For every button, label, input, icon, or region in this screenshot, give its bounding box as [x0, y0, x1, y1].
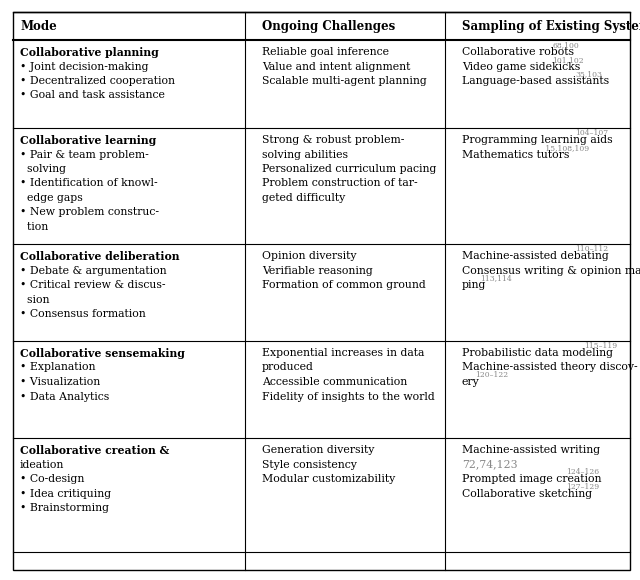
Text: 110–112: 110–112 [575, 245, 608, 253]
Text: Machine-assisted debating: Machine-assisted debating [462, 251, 609, 261]
Text: Scalable multi-agent planning: Scalable multi-agent planning [262, 76, 427, 86]
Text: 35,103: 35,103 [575, 71, 602, 78]
Text: Machine-assisted theory discov-: Machine-assisted theory discov- [462, 362, 637, 372]
Text: 113,114: 113,114 [480, 274, 512, 282]
Text: Mathematics tutors: Mathematics tutors [462, 150, 570, 160]
Text: Problem construction of tar-: Problem construction of tar- [262, 179, 418, 188]
Text: Formation of common ground: Formation of common ground [262, 280, 426, 290]
Text: • Data Analytics: • Data Analytics [20, 392, 109, 401]
Text: solving: solving [20, 164, 66, 174]
Text: 124–126: 124–126 [566, 469, 599, 477]
Text: Collaborative sketching: Collaborative sketching [462, 488, 592, 498]
Text: Reliable goal inference: Reliable goal inference [262, 47, 389, 57]
Text: ping: ping [462, 280, 486, 290]
Text: Strong & robust problem-: Strong & robust problem- [262, 135, 404, 145]
Text: • Brainstorming: • Brainstorming [20, 503, 109, 513]
Text: 104–107: 104–107 [575, 129, 608, 137]
Text: Accessible communication: Accessible communication [262, 377, 407, 387]
Text: solving abilities: solving abilities [262, 150, 348, 160]
Text: • Debate & argumentation: • Debate & argumentation [20, 266, 166, 275]
Text: • Consensus formation: • Consensus formation [20, 309, 146, 319]
Text: Probabilistic data modeling: Probabilistic data modeling [462, 348, 613, 358]
Text: 72,74,123: 72,74,123 [462, 459, 518, 469]
Text: Exponential increases in data: Exponential increases in data [262, 348, 424, 358]
Text: • Goal and task assistance: • Goal and task assistance [20, 90, 165, 100]
Text: Opinion diversity: Opinion diversity [262, 251, 356, 261]
Text: • Joint decision-making: • Joint decision-making [20, 61, 148, 71]
Text: Video game sidekicks: Video game sidekicks [462, 61, 580, 71]
Text: Language-based assistants: Language-based assistants [462, 76, 609, 86]
Text: 15,108,109: 15,108,109 [543, 144, 589, 152]
Text: Collaborative sensemaking: Collaborative sensemaking [20, 348, 185, 359]
Text: Generation diversity: Generation diversity [262, 445, 374, 455]
Text: • Idea critiquing: • Idea critiquing [20, 488, 111, 498]
Text: Collaborative robots: Collaborative robots [462, 47, 574, 57]
Text: produced: produced [262, 362, 314, 372]
Text: ery: ery [462, 377, 480, 387]
Text: Verifiable reasoning: Verifiable reasoning [262, 266, 372, 275]
Text: • Decentralized cooperation: • Decentralized cooperation [20, 76, 175, 86]
Text: • Explanation: • Explanation [20, 362, 95, 372]
Text: • Co-design: • Co-design [20, 474, 84, 484]
Text: Collaborative planning: Collaborative planning [20, 47, 159, 58]
Text: tion: tion [20, 222, 48, 232]
Text: Consensus writing & opinion map-: Consensus writing & opinion map- [462, 266, 640, 275]
Text: Value and intent alignment: Value and intent alignment [262, 61, 410, 71]
Text: Collaborative creation &: Collaborative creation & [20, 445, 169, 456]
Text: Programming learning aids: Programming learning aids [462, 135, 612, 145]
Text: 127–129: 127–129 [566, 483, 599, 491]
Text: Ongoing Challenges: Ongoing Challenges [262, 20, 396, 32]
Text: • Critical review & discus-: • Critical review & discus- [20, 280, 166, 290]
Text: Fidelity of insights to the world: Fidelity of insights to the world [262, 392, 435, 401]
Text: Collaborative deliberation: Collaborative deliberation [20, 251, 179, 262]
Text: Personalized curriculum pacing: Personalized curriculum pacing [262, 164, 436, 174]
Text: Mode: Mode [20, 20, 57, 32]
Text: Style consistency: Style consistency [262, 459, 357, 469]
Text: 68,100: 68,100 [552, 42, 579, 49]
Text: • Pair & team problem-: • Pair & team problem- [20, 150, 148, 160]
Text: • Visualization: • Visualization [20, 377, 100, 387]
Text: ideation: ideation [20, 459, 65, 469]
Text: • Identification of knowl-: • Identification of knowl- [20, 179, 157, 188]
Text: 115–119: 115–119 [584, 342, 617, 350]
Text: Collaborative learning: Collaborative learning [20, 135, 156, 146]
Text: geted difficulty: geted difficulty [262, 193, 345, 203]
Text: Prompted image creation: Prompted image creation [462, 474, 602, 484]
Text: • New problem construc-: • New problem construc- [20, 208, 159, 218]
Text: sion: sion [20, 295, 49, 304]
Text: Machine-assisted writing: Machine-assisted writing [462, 445, 600, 455]
Text: Sampling of Existing Systems: Sampling of Existing Systems [462, 20, 640, 32]
Text: Modular customizability: Modular customizability [262, 474, 396, 484]
Text: edge gaps: edge gaps [20, 193, 83, 203]
Text: 120–122: 120–122 [476, 372, 509, 379]
Text: 101,102: 101,102 [552, 56, 584, 64]
